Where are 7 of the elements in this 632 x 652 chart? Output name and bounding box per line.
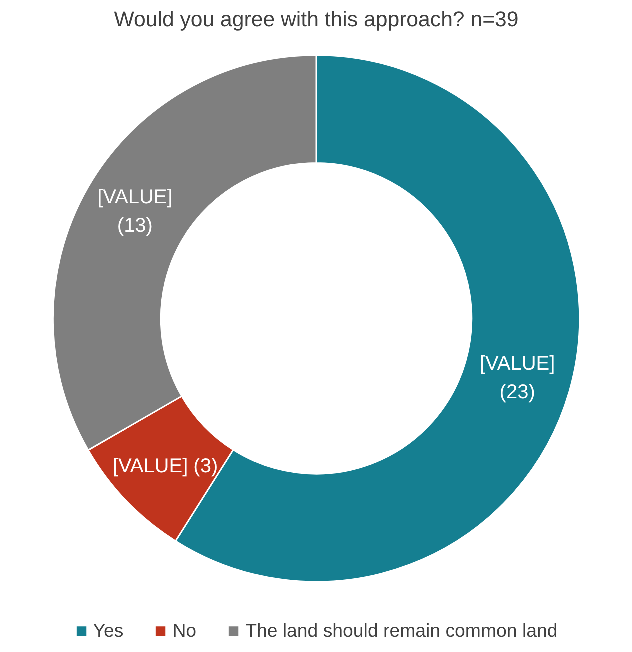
data-label: [VALUE] (3) [112,456,218,478]
legend-label: The land should remain common land [246,620,558,642]
legend-label: Yes [93,620,124,642]
data-label: [VALUE] (13) [98,186,173,238]
chart-title: Would you agree with this approach? n=39 [114,8,519,32]
data-label: [VALUE] (23) [480,352,556,404]
legend-label: No [172,620,197,642]
